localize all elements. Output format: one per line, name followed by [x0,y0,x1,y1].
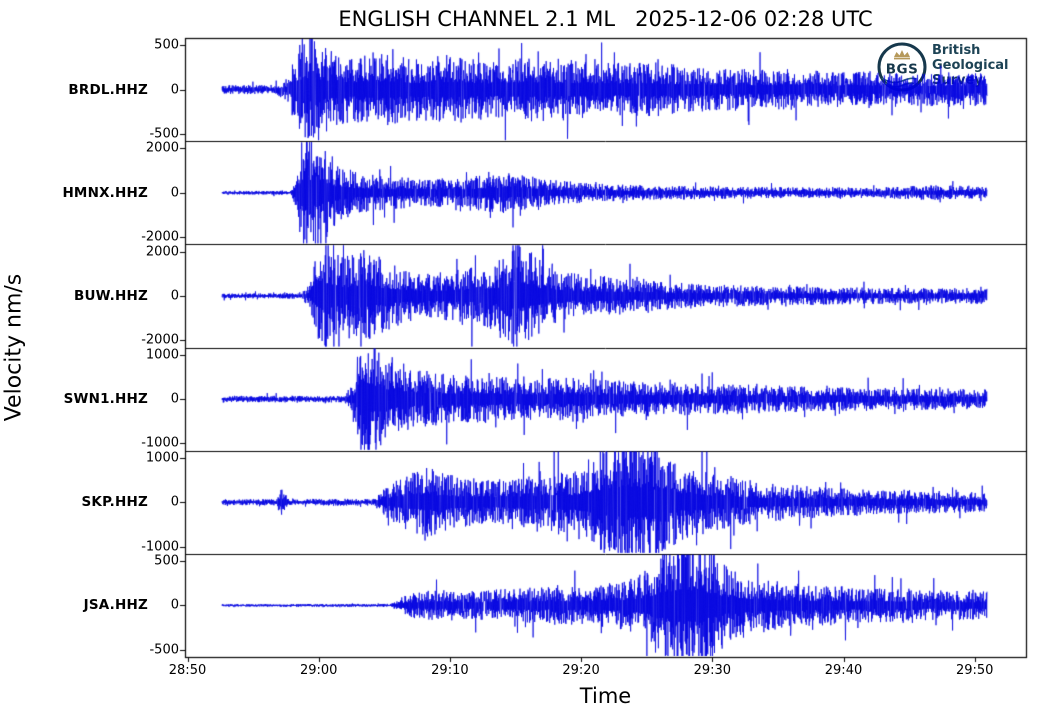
waveform-canvas [0,0,1046,723]
seismogram-figure: BGS British Geological Survey ENGLISH CH… [0,0,1046,723]
